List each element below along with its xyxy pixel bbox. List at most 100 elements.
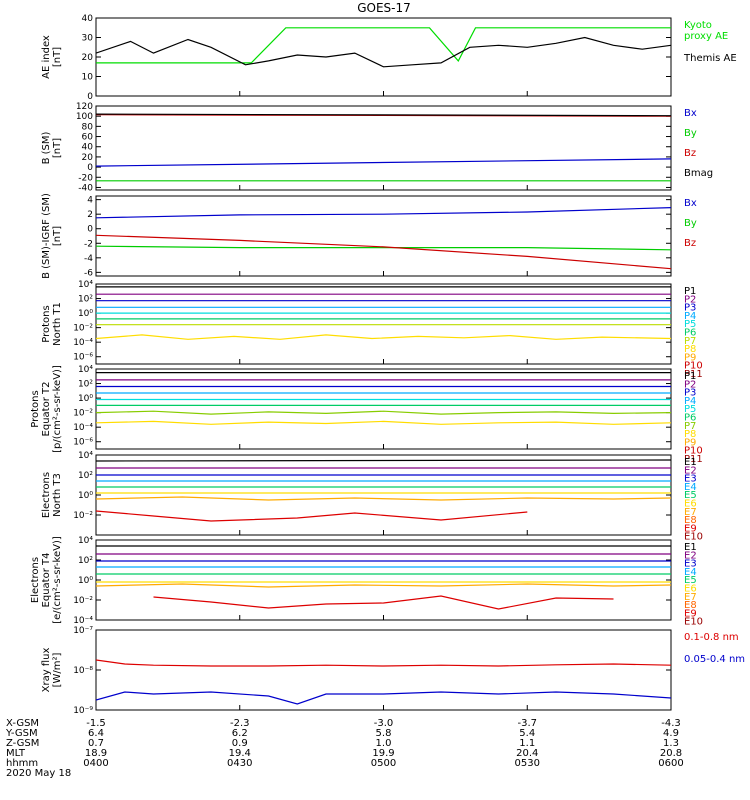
legend-entry: P4 xyxy=(684,311,696,322)
footer-value: 0430 xyxy=(227,758,252,769)
footer-value: 0530 xyxy=(515,758,540,769)
panel-frame xyxy=(95,17,672,97)
footer-value: 20.8 xyxy=(660,748,682,759)
series-line-bz xyxy=(96,234,671,270)
footer-value: 0400 xyxy=(83,758,108,769)
ytick-label: 10⁴ xyxy=(78,451,93,461)
series-line-e9 xyxy=(153,595,614,610)
legend-entry: E9 xyxy=(684,523,697,534)
legend-entry: Bz xyxy=(684,148,696,159)
footer-value: 1.0 xyxy=(376,738,392,749)
ytick-label: 10⁴ xyxy=(78,365,93,375)
legend-entry: Themis AE xyxy=(683,53,737,64)
legend-entry: P6 xyxy=(684,328,696,339)
legend-entry: P10 xyxy=(684,361,703,372)
footer-row-label: X-GSM xyxy=(6,718,39,729)
footer-row-label: MLT xyxy=(6,748,26,759)
series-group xyxy=(96,207,671,270)
ytick-label: 10⁻⁴ xyxy=(73,338,93,348)
legend-entry: E10 xyxy=(684,532,703,543)
ylabel-line: North T3 xyxy=(52,473,63,517)
ylabel-line: B (SM)-IGRF (SM) xyxy=(41,193,52,279)
series-group xyxy=(96,545,671,610)
panel-frame xyxy=(95,539,672,621)
legend-entry: P2 xyxy=(684,379,696,390)
footer-value: 0.7 xyxy=(88,738,104,749)
legend-entry: Bmag xyxy=(684,168,713,179)
legend-entry: E3 xyxy=(684,474,697,485)
footer-date: 2020 May 18 xyxy=(6,768,71,779)
ylabel-line: B (SM) xyxy=(41,131,52,164)
legend-entry: E7 xyxy=(684,507,697,518)
footer-value: 1.1 xyxy=(519,738,535,749)
panel-frame xyxy=(95,105,672,191)
legend-entry: P9 xyxy=(684,352,696,363)
ylabel-line: [nT] xyxy=(52,47,63,67)
legend-entry: E5 xyxy=(684,490,697,501)
series-line-p8 xyxy=(96,334,671,340)
ytick-label: 80 xyxy=(82,122,94,132)
ytick-label: -2 xyxy=(84,239,93,249)
series-line-e1 xyxy=(96,459,671,462)
ytick-label: 10⁻² xyxy=(73,324,93,334)
legend-entry: E2 xyxy=(684,550,697,561)
ytick-label: 10⁻⁴ xyxy=(73,423,93,433)
footer-value: 18.9 xyxy=(85,748,107,759)
footer-value: 5.8 xyxy=(376,728,392,739)
legend-entry: Kyoto xyxy=(684,20,712,31)
legend-entry: By xyxy=(684,128,697,139)
series-line-e7 xyxy=(96,496,671,501)
ytick-label: 120 xyxy=(76,102,93,112)
legend-entry: proxy AE xyxy=(684,31,728,42)
legend-entry: E10 xyxy=(684,617,703,628)
legend-entry: Bx xyxy=(684,108,697,119)
legend-entry: P11 xyxy=(684,454,703,465)
legend-entry: P3 xyxy=(684,388,696,399)
ytick-label: 0 xyxy=(87,225,93,235)
series-line-bmag xyxy=(96,113,671,117)
series-line-by xyxy=(96,245,671,251)
legend-entry: P10 xyxy=(684,446,703,457)
series-line-e7 xyxy=(96,583,671,588)
panel-frame xyxy=(95,195,672,277)
legend-entry: E8 xyxy=(684,600,697,611)
series-line-bx xyxy=(96,207,671,219)
ylabel-line: Equator T4 xyxy=(41,553,52,608)
footer-value: 19.4 xyxy=(229,748,251,759)
ylabel-line: Electrons xyxy=(30,557,41,603)
ytick-label: -6 xyxy=(84,268,93,278)
footer-value: 6.2 xyxy=(232,728,248,739)
ylabel-line: Protons xyxy=(41,305,52,342)
footer-value: 6.4 xyxy=(88,728,104,739)
panel-5: 10⁴ 10² 10⁰ 10⁻² 10⁻⁴ 10⁻⁶ Protons Equator T2 [p… xyxy=(30,365,703,465)
ylabel-line: [nT] xyxy=(52,138,63,158)
legend-entry: E4 xyxy=(684,482,697,493)
ytick-label: 10⁻² xyxy=(73,511,93,521)
series-group xyxy=(96,113,671,182)
ytick-label: 4 xyxy=(87,196,93,206)
series-line-p8 xyxy=(96,420,671,425)
ylabel-line: [nT] xyxy=(52,226,63,246)
ytick-label: 10⁻² xyxy=(73,409,93,419)
ytick-label: 10⁻⁹ xyxy=(73,706,93,716)
ytick-label: 10⁰ xyxy=(78,394,93,404)
ytick-label: -4 xyxy=(84,254,93,264)
legend-entry: E8 xyxy=(684,515,697,526)
footer-value: 0.9 xyxy=(232,738,248,749)
footer-value: 0500 xyxy=(371,758,396,769)
legend-entry: E1 xyxy=(684,542,697,553)
ytick-label: 40 xyxy=(82,143,94,153)
legend-entry: P8 xyxy=(684,344,696,355)
legend-entry: P9 xyxy=(684,437,696,448)
legend-entry: E9 xyxy=(684,608,697,619)
ylabel-line: Protons xyxy=(30,390,41,427)
panel-8: 10⁻⁷ 10⁻⁸ 10⁻⁹ Xray flux [W/m²] 0.1-0.8 nm 0.0… xyxy=(41,626,745,716)
legend-entry: Bz xyxy=(684,238,696,249)
series-line-0-1-0-8-nm xyxy=(96,659,671,667)
ytick-label: 0 xyxy=(87,92,93,102)
footer-value: -1.5 xyxy=(86,718,106,729)
panel-3: 4 2 0 -2 -4 -6 B (SM)-IGRF (SM) [nT] Bx By Bz xyxy=(41,193,697,279)
